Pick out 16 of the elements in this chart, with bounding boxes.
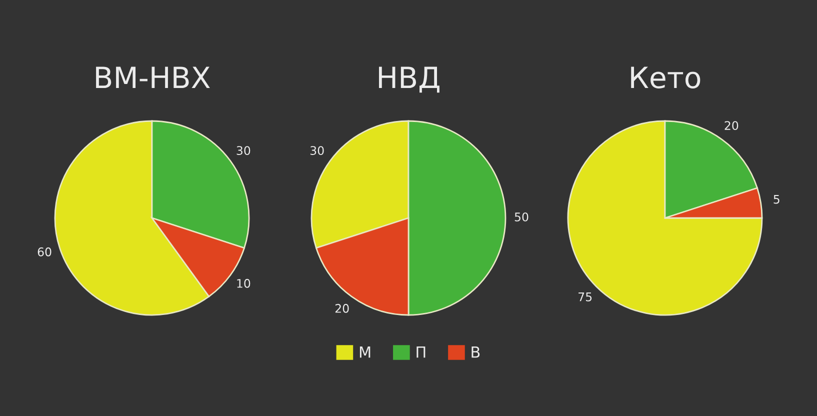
chart-title: Кето: [631, 66, 700, 88]
data-label: 20: [724, 121, 738, 130]
legend-label: М: [360, 346, 370, 358]
data-label: 10: [237, 278, 250, 288]
data-label: 75: [578, 292, 592, 302]
chart-title: НВД: [378, 66, 440, 93]
legend-label: В: [472, 346, 480, 358]
pie-slice: [567, 120, 763, 316]
chart-title: ВМ-НВХ: [96, 66, 210, 88]
data-label: 60: [38, 247, 52, 256]
data-label: 20: [335, 304, 349, 313]
legend-label: П: [416, 346, 426, 358]
data-label: 5: [774, 194, 780, 204]
data-label: 30: [310, 146, 324, 156]
data-label: 50: [514, 212, 528, 222]
data-label: 30: [236, 146, 250, 156]
